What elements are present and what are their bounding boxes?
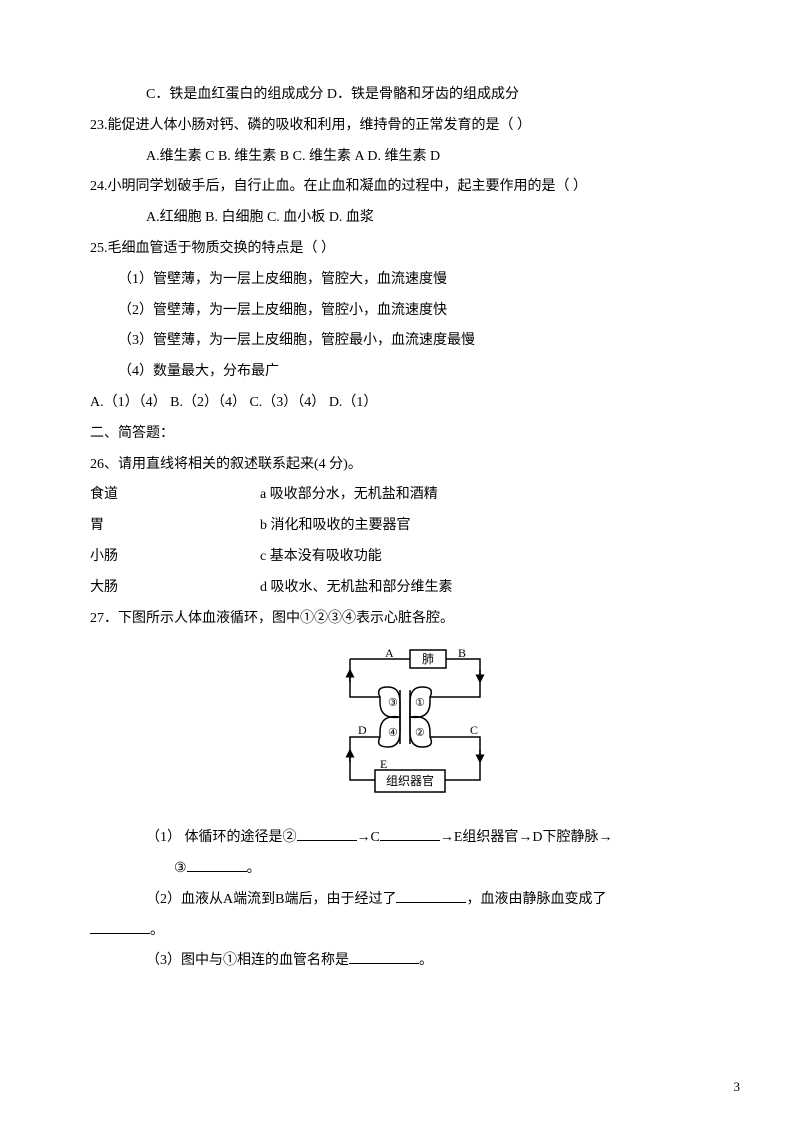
q22-options: C．铁是血红蛋白的组成成分 D．铁是骨骼和牙齿的组成成分 — [90, 80, 710, 111]
blank[interactable] — [349, 948, 419, 965]
q27-sub2: （2）血液从A端流到B端后，由于经过了 ，血液由静脉血变成了 — [90, 885, 710, 916]
q24-optA: A.红细胞 — [146, 210, 202, 225]
q27-sub1-a: （1） 体循环的途径是② — [146, 830, 297, 845]
q23-options: A.维生素 C B. 维生素 B C. 维生素 A D. 维生素 D — [90, 142, 710, 173]
q27-sub2-a: （2）血液从A端流到B端后，由于经过了 — [146, 892, 396, 907]
svg-text:E: E — [380, 757, 387, 771]
q25-options: A.（1）（4） B.（2）（4） C.（3）（4） D.（1） — [90, 388, 710, 419]
q26-stem: 26、请用直线将相关的叙述联系起来(4 分)。 — [90, 450, 710, 481]
q25-optC: C.（3）（4） — [249, 395, 325, 410]
svg-text:④: ④ — [388, 727, 398, 739]
q24-stem: 24.小明同学划破手后，自行止血。在止血和凝血的过程中，起主要作用的是（ ） — [90, 172, 710, 203]
q27-diagram: 肺 A B ③ ① ④ ② D C 组织器官 E — [90, 642, 710, 815]
q24-optB: B. 白细胞 — [205, 210, 263, 225]
q27-sub1-c: →E组织器官→D下腔静脉→ — [440, 830, 613, 845]
q26-pairs: 食道a 吸收部分水，无机盐和酒精胃b 消化和吸收的主要器官小肠c 基本没有吸收功… — [90, 480, 710, 603]
q27-sub1-d: ③ — [174, 861, 187, 876]
q27-sub3-b: 。 — [419, 953, 433, 968]
q24-optC: C. 血小板 — [267, 210, 325, 225]
q25-item1: （1）管壁薄，为一层上皮细胞，管腔大，血流速度慢 — [90, 265, 710, 296]
q27-sub2-c: 。 — [150, 923, 164, 938]
pair-row: 大肠d 吸收水、无机盐和部分维生素 — [90, 573, 710, 604]
pair-right: a 吸收部分水，无机盐和酒精 — [260, 480, 438, 511]
q23-stem: 23.能促进人体小肠对钙、磷的吸收和利用，维持骨的正常发育的是（ ） — [90, 111, 710, 142]
blank[interactable] — [380, 824, 440, 841]
pair-left: 胃 — [90, 511, 260, 542]
q27-stem: 27．下图所示人体血液循环，图中①②③④表示心脏各腔。 — [90, 604, 710, 635]
q23-optD: D. 维生素 D — [367, 149, 440, 164]
q22-optD: D．铁是骨骼和牙齿的组成成分 — [327, 87, 519, 102]
pair-left: 食道 — [90, 480, 260, 511]
svg-text:A: A — [385, 646, 394, 660]
pair-right: b 消化和吸收的主要器官 — [260, 511, 411, 542]
blank[interactable] — [297, 824, 357, 841]
pair-row: 胃b 消化和吸收的主要器官 — [90, 511, 710, 542]
blank[interactable] — [187, 855, 247, 872]
svg-text:肺: 肺 — [422, 652, 434, 666]
q25-item4: （4）数量最大，分布最广 — [90, 357, 710, 388]
q27-sub1-b: →C — [357, 830, 380, 845]
q24-optD: D. 血浆 — [329, 210, 374, 225]
q25-optA: A.（1）（4） — [90, 395, 167, 410]
blank[interactable] — [90, 917, 150, 934]
q25-stem: 25.毛细血管适于物质交换的特点是（ ） — [90, 234, 710, 265]
q27-sub1-cont: ③。 — [90, 854, 710, 885]
svg-text:C: C — [470, 723, 478, 737]
blank[interactable] — [396, 886, 466, 903]
q27-sub3-a: （3）图中与①相连的血管名称是 — [146, 953, 349, 968]
svg-text:②: ② — [415, 727, 425, 739]
q25-item3: （3）管壁薄，为一层上皮细胞，管腔最小，血流速度最慢 — [90, 326, 710, 357]
svg-text:B: B — [458, 646, 466, 660]
pair-left: 大肠 — [90, 573, 260, 604]
q27-sub2-cont: 。 — [90, 916, 710, 947]
q25-optB: B.（2）（4） — [170, 395, 246, 410]
q27-sub1-e: 。 — [247, 861, 261, 876]
q27-sub1: （1） 体循环的途径是② →C →E组织器官→D下腔静脉→ — [90, 823, 710, 854]
q24-options: A.红细胞 B. 白细胞 C. 血小板 D. 血浆 — [90, 203, 710, 234]
q23-optC: C. 维生素 A — [293, 149, 364, 164]
pair-right: c 基本没有吸收功能 — [260, 542, 382, 573]
page-number: 3 — [734, 1073, 741, 1102]
q25-optD: D.（1） — [329, 395, 378, 410]
q27-sub2-b: ，血液由静脉血变成了 — [466, 892, 606, 907]
svg-text:D: D — [358, 723, 367, 737]
pair-right: d 吸收水、无机盐和部分维生素 — [260, 573, 453, 604]
pair-row: 小肠c 基本没有吸收功能 — [90, 542, 710, 573]
q25-item2: （2）管壁薄，为一层上皮细胞，管腔小，血流速度快 — [90, 296, 710, 327]
svg-text:①: ① — [415, 697, 425, 709]
q23-optB: B. 维生素 B — [218, 149, 289, 164]
section2-title: 二、简答题： — [90, 419, 710, 450]
pair-left: 小肠 — [90, 542, 260, 573]
pair-row: 食道a 吸收部分水，无机盐和酒精 — [90, 480, 710, 511]
svg-text:组织器官: 组织器官 — [386, 773, 434, 788]
q27-sub3: （3）图中与①相连的血管名称是 。 — [90, 946, 710, 977]
q22-optC: C．铁是血红蛋白的组成成分 — [146, 87, 323, 102]
q23-optA: A.维生素 C — [146, 149, 214, 164]
svg-text:③: ③ — [388, 697, 398, 709]
